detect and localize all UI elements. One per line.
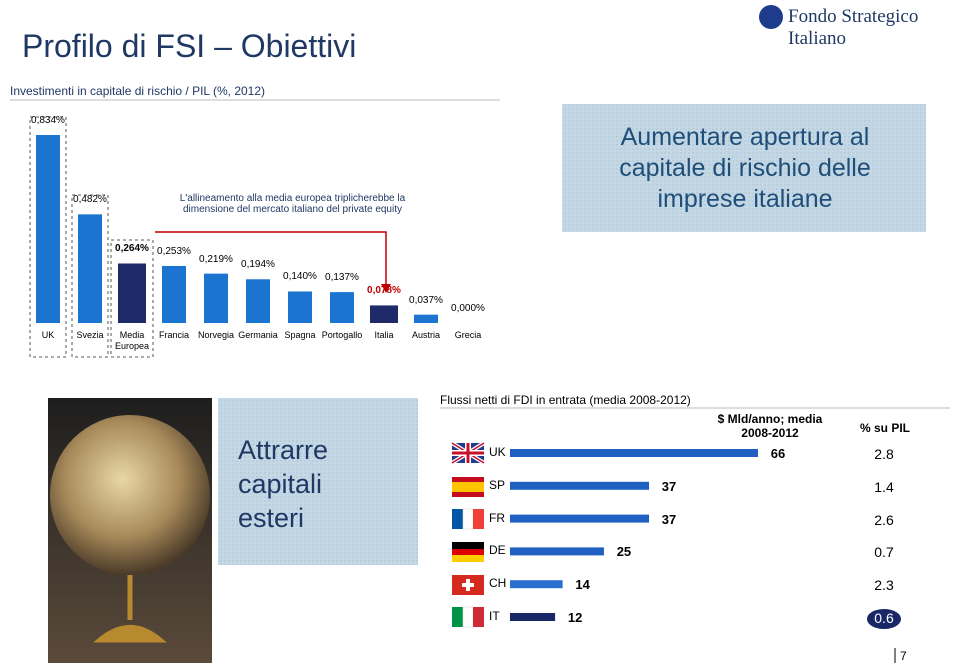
bar — [510, 514, 650, 523]
category-label: IT — [489, 609, 500, 623]
bar — [510, 547, 604, 556]
legend-header: $ Mld/anno; media 2008-2012 — [717, 412, 823, 440]
chart-title: Flussi netti di FDI in entrata (media 20… — [440, 393, 691, 407]
callout: Aumentare apertura al capitale di rischi… — [619, 123, 871, 213]
dashed-box — [110, 239, 154, 358]
arrow — [155, 231, 387, 288]
logo-mark — [759, 5, 783, 29]
pil-label: 2.8 — [874, 446, 894, 462]
value-label: 0,137% — [325, 272, 359, 284]
value-label: 25 — [616, 544, 632, 560]
value-label: 0,253% — [157, 245, 191, 257]
value-label: 0,037% — [409, 294, 443, 306]
callout-box — [562, 104, 926, 232]
bar — [510, 449, 758, 457]
x-tick-label: Austria — [411, 330, 440, 340]
value-label: 37 — [661, 478, 677, 494]
x-tick-label: Media Europea — [114, 330, 150, 351]
dashed-box — [71, 194, 109, 358]
x-tick-label: Portogallo — [321, 330, 363, 340]
value-label: 14 — [575, 577, 590, 593]
annotation: L'allineamento alla media europea tripli… — [179, 193, 406, 215]
value-label: 0,264% — [115, 243, 149, 255]
page-number: 7 — [900, 649, 907, 663]
bar — [36, 135, 60, 323]
value-label: 0,834% — [31, 115, 65, 126]
globe — [50, 415, 210, 575]
bar — [510, 580, 563, 589]
category-label: SP — [489, 477, 506, 492]
category-label: FR — [489, 510, 505, 525]
value-label: 0,000% — [451, 303, 485, 314]
x-tick-label: Francia — [158, 330, 189, 340]
dashed-box — [29, 116, 67, 358]
bar — [510, 613, 556, 621]
legend-header: % su PIL — [859, 421, 910, 435]
pil-label: 0.7 — [874, 544, 894, 561]
x-tick-label: Grecia — [454, 330, 482, 340]
value-label: 0,194% — [241, 259, 275, 271]
bar — [510, 481, 650, 490]
bar — [414, 314, 438, 323]
bar — [204, 273, 228, 323]
pil-label: 1.4 — [874, 478, 894, 495]
flags — [450, 441, 486, 628]
bar — [288, 291, 312, 323]
x-tick-label: UK — [41, 330, 55, 340]
pil-label: 0.6 — [874, 610, 894, 626]
x-tick-label: Norvegia — [197, 330, 235, 340]
pil-label: 2.6 — [874, 511, 894, 528]
category-label: UK — [489, 445, 506, 459]
value-label: 0,078% — [367, 285, 401, 297]
globe-stand — [93, 575, 167, 643]
category-label: DE — [489, 543, 506, 558]
slide-title: Profilo di FSI – Obiettivi — [22, 28, 357, 64]
value-label: 0,482% — [73, 194, 107, 206]
bar — [78, 214, 102, 323]
value-label: 66 — [770, 446, 786, 461]
x-tick-label: Spagna — [284, 330, 316, 340]
pil-label: 2.3 — [874, 577, 894, 594]
x-tick-label: Svezia — [76, 330, 104, 340]
bar — [246, 279, 270, 323]
value-label: 0,219% — [199, 253, 233, 265]
bar — [370, 305, 398, 323]
category-label: CH — [489, 576, 507, 591]
highlight-oval — [867, 609, 901, 629]
bar — [330, 292, 354, 323]
bar — [162, 265, 186, 323]
x-tick-label: Italia — [374, 330, 394, 340]
highlight-text: Attrarre capitali esteri — [238, 435, 329, 533]
bar — [118, 263, 146, 323]
chart-title: Investimenti in capitale di rischio / PI… — [10, 84, 266, 98]
x-tick-label: Germania — [238, 330, 278, 340]
logo: Fondo Strategico Italiano — [788, 6, 919, 49]
arrow-head — [381, 284, 391, 293]
value-label: 12 — [567, 610, 583, 625]
value-label: 0,140% — [283, 271, 317, 283]
value-label: 37 — [661, 511, 677, 527]
highlight-box — [218, 398, 418, 565]
